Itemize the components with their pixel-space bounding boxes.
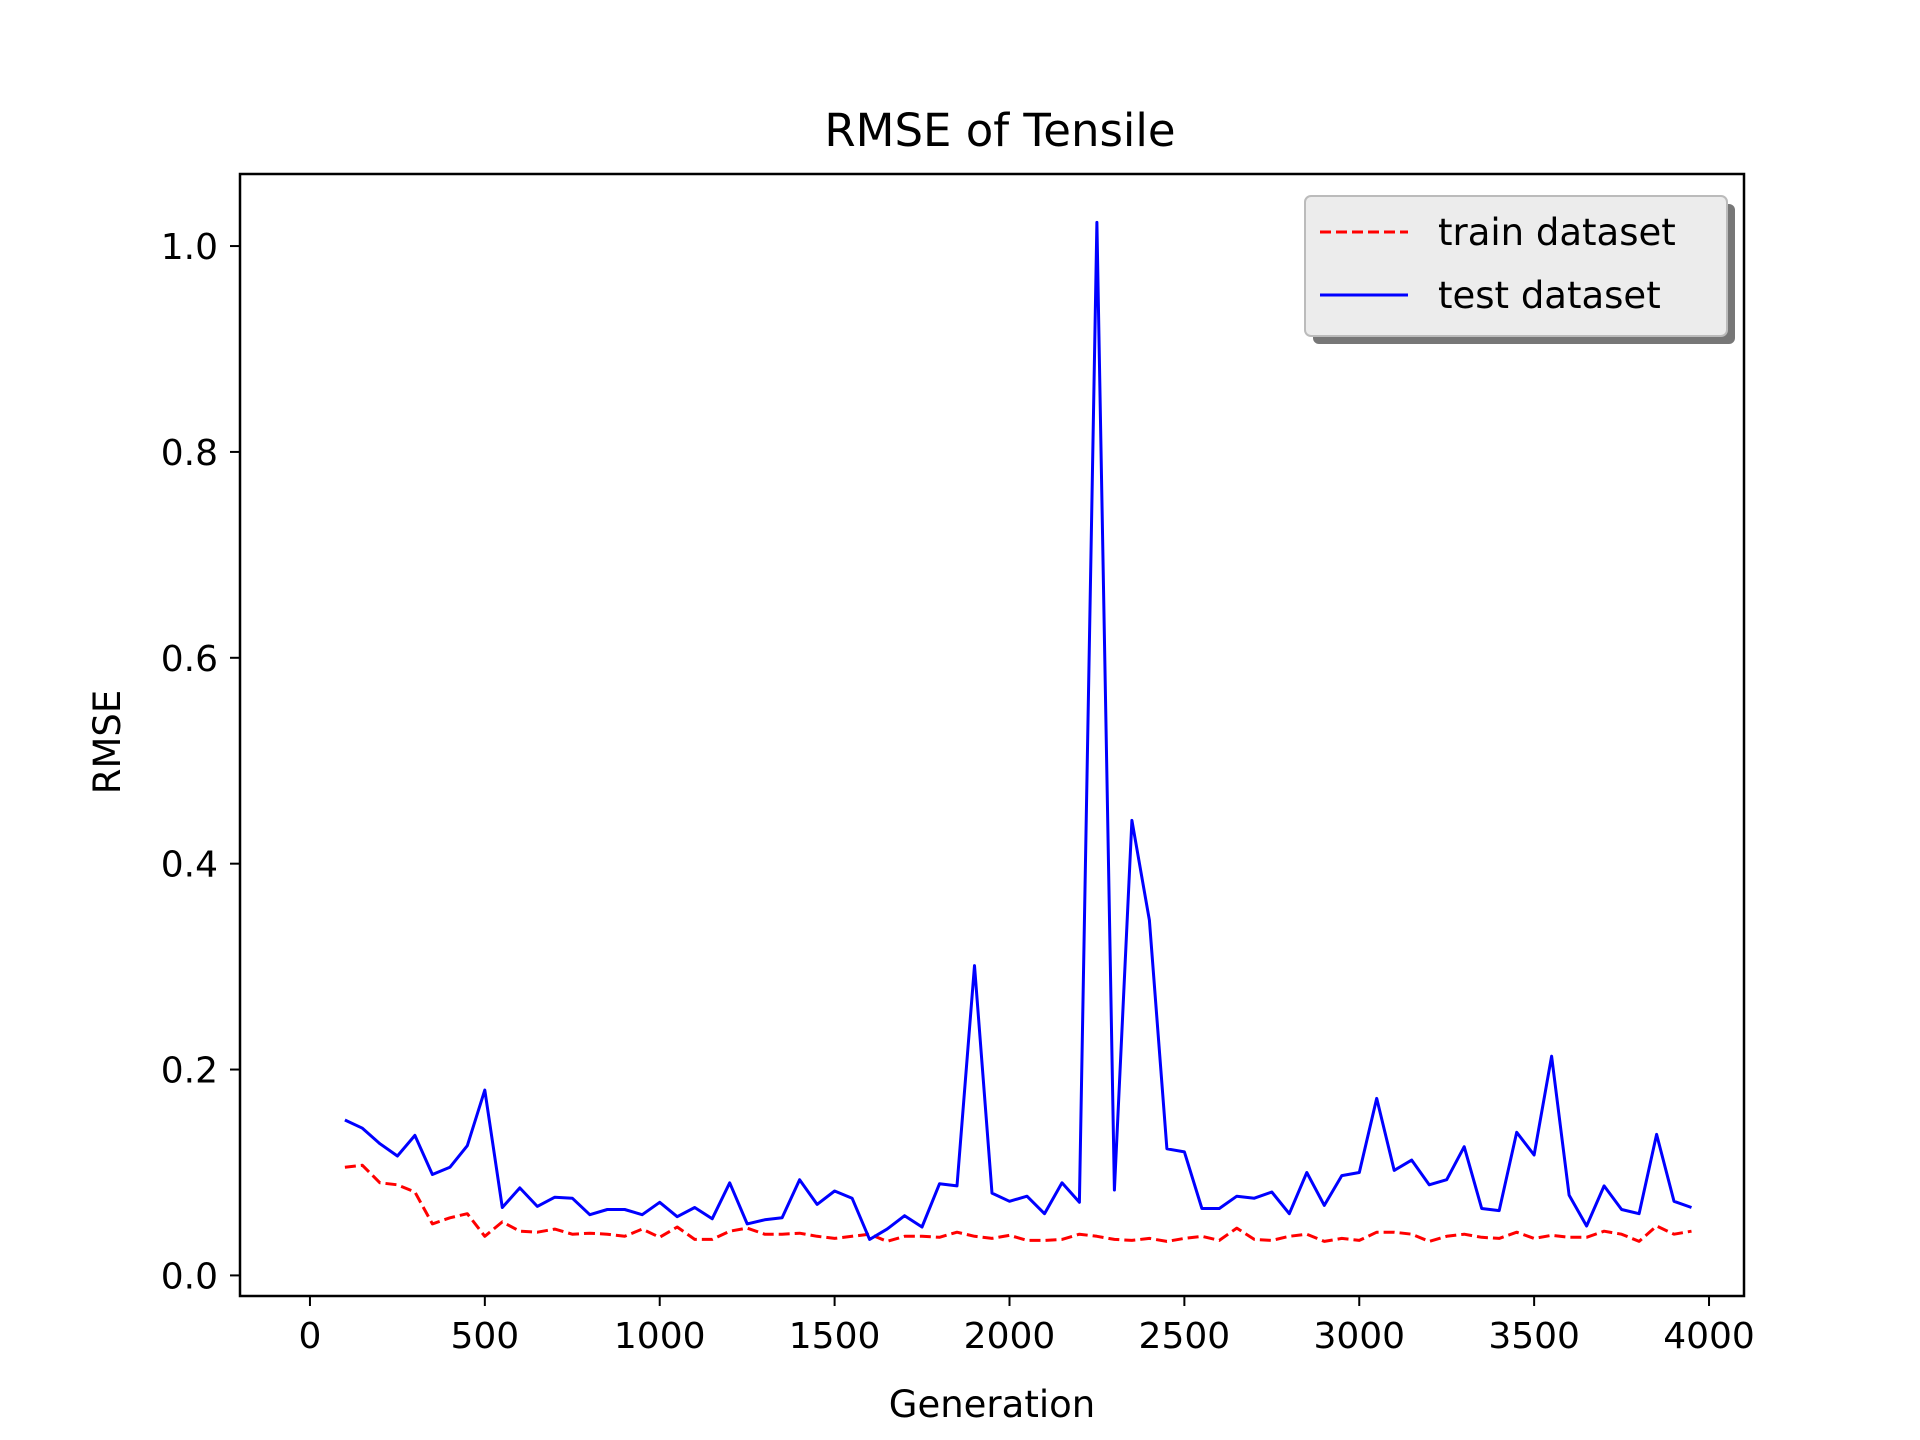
chart-title: RMSE of Tensile — [824, 104, 1175, 157]
x-tick-label: 2500 — [1139, 1316, 1231, 1357]
x-tick-label: 0 — [299, 1316, 322, 1357]
x-tick-label: 1500 — [789, 1316, 881, 1357]
x-axis-label: Generation — [889, 1383, 1095, 1426]
legend-label-train: train dataset — [1438, 211, 1676, 254]
series-line-test — [344, 220, 1693, 1241]
x-tick-label: 500 — [450, 1316, 519, 1357]
y-axis: 0.0 0.2 0.4 0.6 0.8 1.0 — [161, 227, 240, 1297]
x-tick-label: 3500 — [1488, 1316, 1580, 1357]
x-tick-label: 3000 — [1313, 1316, 1405, 1357]
x-axis: 0 500 1000 1500 2000 2500 3000 3500 4000 — [299, 1296, 1755, 1357]
y-tick-label: 0.8 — [161, 433, 218, 474]
y-axis-label: RMSE — [86, 690, 129, 795]
x-tick-label: 2000 — [964, 1316, 1056, 1357]
series-line-train — [344, 1163, 1692, 1243]
y-tick-label: 0.6 — [161, 639, 218, 680]
legend-label-test: test dataset — [1438, 274, 1661, 317]
x-tick-label: 1000 — [614, 1316, 706, 1357]
plot-frame — [238, 172, 1746, 1298]
legend: train dataset test dataset — [1304, 195, 1735, 344]
x-tick-label: 4000 — [1663, 1316, 1755, 1357]
y-tick-label: 0.0 — [161, 1256, 218, 1297]
y-tick-label: 0.4 — [161, 845, 218, 886]
y-tick-label: 1.0 — [161, 227, 218, 268]
legend-box — [1304, 195, 1728, 337]
plot-lines — [344, 220, 1693, 1243]
y-tick-label: 0.2 — [161, 1051, 218, 1092]
